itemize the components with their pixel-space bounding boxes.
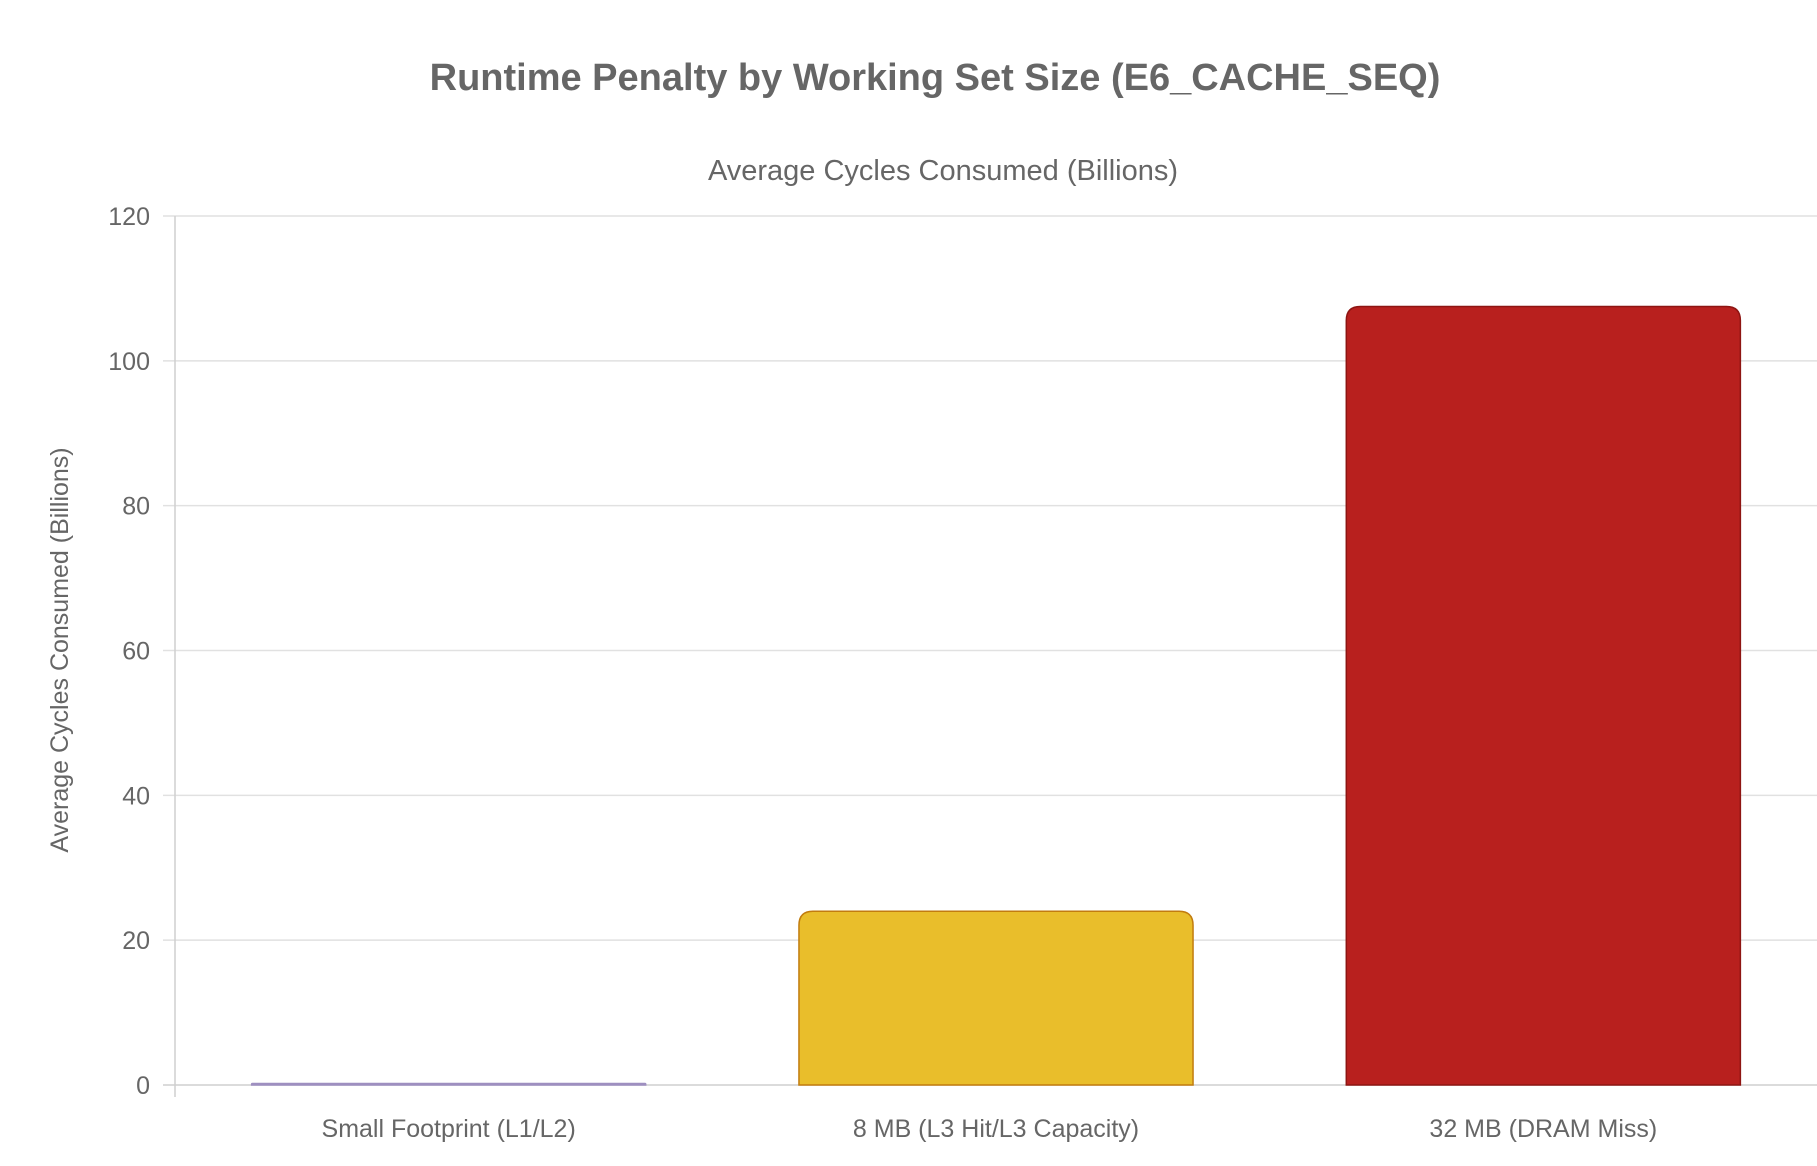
bar-1 xyxy=(250,1082,647,1086)
bar-3 xyxy=(1345,305,1742,1086)
x-tick-label: 8 MB (L3 Hit/L3 Capacity) xyxy=(853,1115,1139,1143)
x-tick-label: 32 MB (DRAM Miss) xyxy=(1429,1115,1657,1143)
y-axis-ticks: 0 20 40 60 80 100 120 xyxy=(108,203,150,1100)
bar-2 xyxy=(798,910,1194,1086)
chart-title: Runtime Penalty by Working Set Size (E6_… xyxy=(430,57,1441,99)
bars xyxy=(250,305,1742,1086)
y-tick-label: 20 xyxy=(122,927,150,955)
x-axis-labels: Small Footprint (L1/L2) 8 MB (L3 Hit/L3 C… xyxy=(322,1115,1658,1143)
y-axis-title: Average Cycles Consumed (Billions) xyxy=(46,447,74,852)
y-tick-label: 40 xyxy=(122,782,150,810)
y-tick-label: 100 xyxy=(108,348,150,376)
legend-label: Average Cycles Consumed (Billions) xyxy=(708,155,1178,187)
gridlines xyxy=(163,215,1817,1097)
x-tick-label: Small Footprint (L1/L2) xyxy=(322,1115,576,1143)
y-tick-label: 60 xyxy=(122,638,150,666)
y-tick-label: 120 xyxy=(108,203,150,231)
y-tick-label: 0 xyxy=(136,1072,150,1100)
y-tick-label: 80 xyxy=(122,493,150,521)
